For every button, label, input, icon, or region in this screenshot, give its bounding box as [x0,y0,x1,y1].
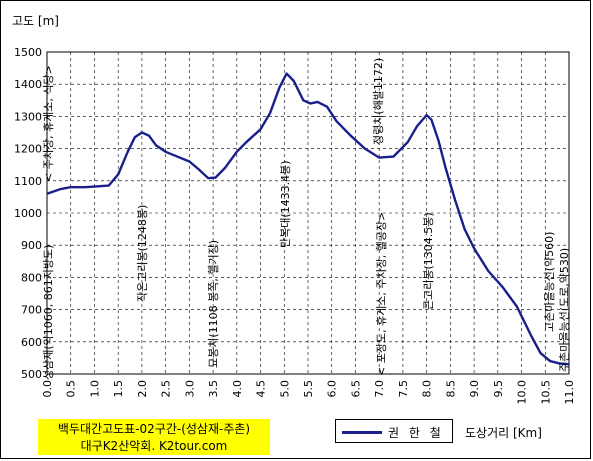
legend: 권 한 철 [335,419,453,443]
y-tick-label: 1300 [14,110,42,123]
y-tick-label: 1200 [14,143,42,156]
x-tick-label: 4.0 [231,380,244,398]
x-tick-label: 1.5 [112,380,125,398]
y-tick-label: 1000 [14,207,42,220]
x-tick-label: 7.5 [397,380,410,398]
waypoint-label: 만복대(1433.4봉) [279,160,292,248]
waypoint-label: 주촌마을능선(도로,약530) [557,248,571,372]
y-axis-label: 고도 [m] [12,14,59,28]
x-tick-label: 9.5 [492,380,505,398]
x-tick-label: 2.0 [136,380,149,398]
waypoint-label: 작은고리봉(1248봉) [136,205,149,302]
legend-label: 권 한 철 [388,426,444,440]
y-tick-label: 900 [21,239,42,252]
x-tick-label: 5.5 [302,380,315,398]
y-tick-label: 1100 [14,175,42,188]
legend-swatch [342,431,382,434]
x-tick-label: 4.5 [255,380,268,398]
x-tick-label: 10.5 [539,380,552,405]
x-tick-label: 2.5 [160,380,173,398]
waypoint-label: 고촌마을능선(약560) [542,232,556,332]
x-tick-label: 9.0 [468,380,481,398]
y-tick-label: 1400 [14,78,42,91]
chart-subtitle: 대구K2산악회. K2tour.com [80,439,228,453]
x-tick-label: 3.5 [207,380,220,398]
y-tick-label: 500 [21,368,42,381]
x-tick-label: 0.0 [41,380,54,398]
y-tick-label: 1500 [14,46,42,59]
waypoint-label: < 포장도, 휴게소, 주차장, 헬공장> [375,212,388,376]
chart-title: 백두대간고도표-02구간-(성삼재-주촌) [57,422,251,436]
x-tick-label: 11.0 [563,380,576,405]
x-tick-label: 3.0 [183,380,196,398]
x-tick-label: 1.0 [88,380,101,398]
waypoint-label: 큰고리봉(1304.5봉) [422,212,435,310]
x-tick-label: 6.5 [349,380,362,398]
y-tick-label: 800 [21,271,42,284]
x-tick-label: 8.0 [421,380,434,398]
x-axis-label: 도상거리 [Km] [465,426,542,440]
x-tick-label: 0.5 [65,380,78,398]
x-tick-label: 5.0 [278,380,291,398]
waypoint-label: 정령치(해발1172) [371,58,385,145]
waypoint-label: < 주차장, 휴게소, 식당> [42,65,55,182]
elevation-line [46,72,570,366]
waypoint-label: 성삼재(약1060, 861지방도) [41,245,55,380]
x-tick-label: 7.0 [373,380,386,398]
waypoint-label: 묘봉치(1108 봉쪽, 헬기장) [207,240,220,368]
x-tick-label: 10.0 [516,380,529,405]
x-tick-label: 8.5 [444,380,457,398]
chart-title-box: 백두대간고도표-02구간-(성삼재-주촌) 대구K2산악회. K2tour.co… [38,419,270,455]
x-tick-label: 6.0 [326,380,339,398]
y-tick-label: 700 [21,304,42,317]
y-tick-label: 600 [21,336,42,349]
